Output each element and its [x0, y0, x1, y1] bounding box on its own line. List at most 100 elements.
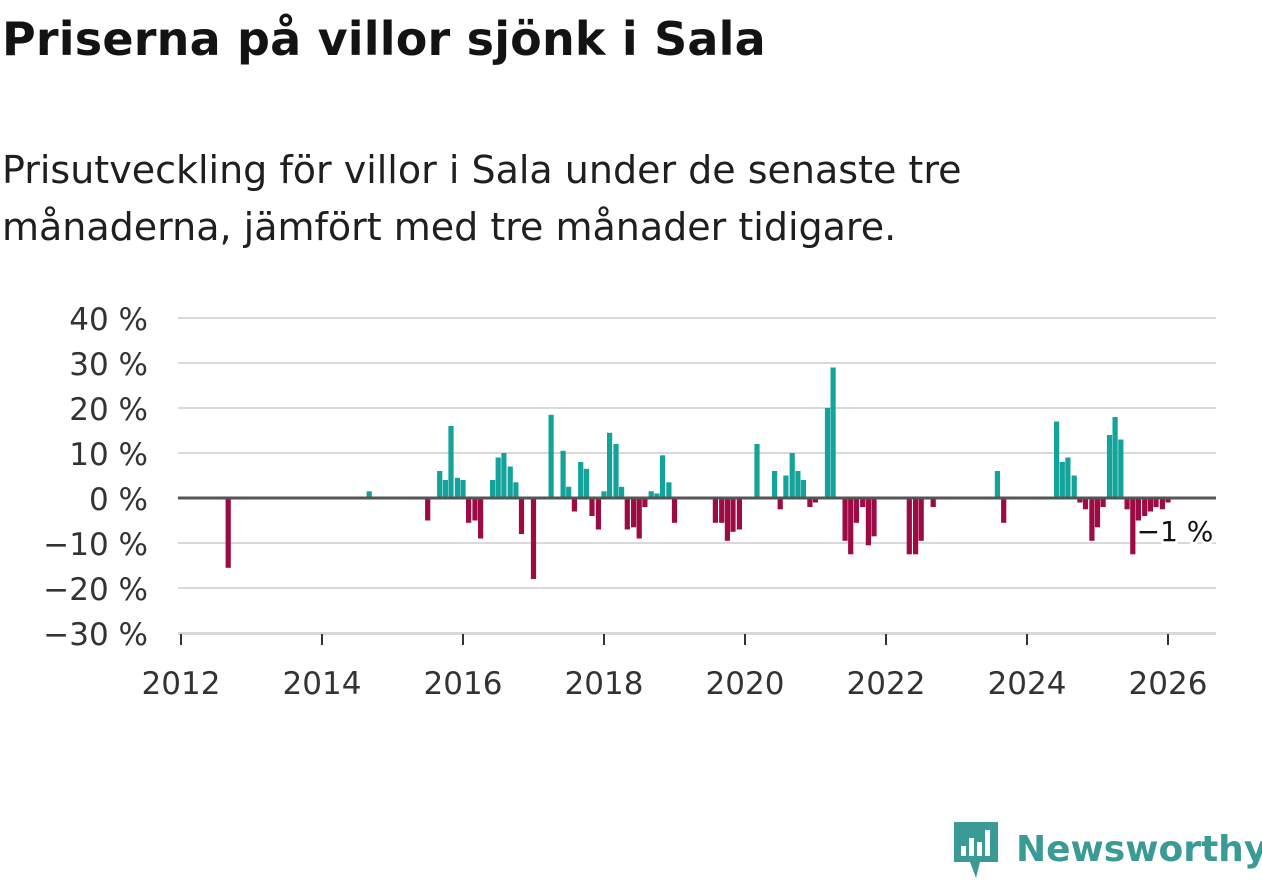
bar-negative — [425, 498, 431, 521]
bar-positive — [659, 455, 666, 499]
bar-negative — [1165, 498, 1171, 503]
y-tick-label: 10 % — [69, 437, 148, 473]
bar-positive — [442, 480, 448, 498]
bar-negative — [736, 498, 742, 530]
bar-positive — [1106, 435, 1113, 498]
y-tick-label: 40 % — [69, 302, 148, 338]
bar-chart-speech-bubble-icon — [954, 822, 998, 878]
page-title: Priserna på villor sjönk i Sala — [2, 12, 766, 66]
bar-positive — [601, 491, 607, 499]
bar-negative — [1147, 498, 1153, 512]
bar-negative — [730, 498, 736, 532]
bar-negative — [1077, 498, 1083, 503]
bar-positive — [560, 450, 566, 499]
bar-positive — [613, 444, 619, 498]
bar-negative — [1153, 498, 1159, 507]
bar-positive — [501, 453, 507, 498]
bar-negative — [848, 498, 854, 555]
bar-positive — [1071, 475, 1077, 498]
bar-negative — [671, 498, 678, 523]
bar-negative — [478, 498, 484, 539]
y-tick-label: 20 % — [69, 392, 148, 428]
bar-positive — [619, 486, 625, 499]
chart-subtitle: Prisutveckling för villor i Sala under d… — [2, 148, 962, 249]
brand-logo: Newsworthy — [950, 818, 1262, 880]
bar-positive — [1112, 417, 1118, 498]
bar-negative — [530, 498, 537, 579]
bar-positive — [800, 480, 807, 498]
x-tick-label: 2026 — [1129, 666, 1208, 702]
bar-positive — [495, 457, 501, 498]
x-tick-label: 2012 — [142, 666, 221, 702]
bar-positive — [654, 493, 660, 498]
brand-name: Newsworthy — [1016, 828, 1262, 870]
bar-negative — [1124, 498, 1130, 510]
bar-negative — [812, 498, 819, 503]
y-tick-label: −30 % — [43, 617, 148, 653]
bar-positive — [666, 482, 672, 499]
bar-negative — [906, 498, 912, 555]
bar-positive — [566, 486, 572, 499]
x-tick-label: 2024 — [988, 666, 1067, 702]
bar-positive — [507, 466, 513, 498]
bar-negative — [918, 498, 924, 541]
x-tick-label: 2020 — [706, 666, 785, 702]
bar-negative — [631, 498, 637, 528]
bar-negative — [712, 498, 718, 523]
bar-positive — [830, 367, 836, 498]
bar-positive — [754, 444, 760, 498]
bar-negative — [589, 498, 595, 516]
y-tick-label: −10 % — [43, 527, 148, 563]
x-axis: 2012 2014 2016 2018 2020 2022 2024 2026 — [142, 633, 1216, 702]
bar-negative — [719, 498, 725, 523]
bar-negative — [1001, 498, 1007, 523]
bar-positive — [1059, 462, 1065, 498]
bar-positive — [648, 491, 654, 499]
bar-positive — [548, 414, 554, 499]
bar-negative — [1130, 498, 1136, 555]
bar-positive — [578, 462, 584, 498]
bar-series — [225, 367, 1171, 579]
bar-negative — [1094, 498, 1101, 528]
bar-negative — [865, 498, 871, 546]
bar-positive — [789, 453, 795, 498]
bar-negative — [642, 498, 648, 507]
bar-negative — [472, 498, 478, 521]
bar-negative — [1159, 498, 1165, 510]
bar-positive — [772, 471, 778, 498]
bar-negative — [1142, 498, 1148, 516]
bar-positive — [366, 491, 372, 499]
bar-positive — [994, 471, 1000, 498]
bar-positive — [824, 408, 831, 498]
bar-negative — [1082, 498, 1089, 510]
bar-negative — [930, 498, 936, 507]
bar-positive — [437, 471, 443, 498]
y-tick-label: 0 % — [89, 482, 148, 518]
y-axis-tick-labels: 40 % 30 % 20 % 10 % 0 % −10 % −20 % −30 % — [43, 302, 148, 653]
x-tick-label: 2018 — [565, 666, 644, 702]
bar-positive — [490, 480, 496, 498]
bar-positive — [783, 475, 789, 498]
bar-positive — [1065, 457, 1071, 498]
bar-negative — [871, 498, 877, 537]
bar-negative — [842, 498, 848, 541]
bar-chart: 40 % 30 % 20 % 10 % 0 % −10 % −20 % −30 % 2012 2… — [43, 302, 1216, 702]
bar-negative — [571, 498, 577, 512]
bar-negative — [913, 498, 919, 555]
bar-negative — [860, 498, 866, 507]
y-tick-label: 30 % — [69, 347, 148, 383]
bar-positive — [460, 480, 466, 498]
x-tick-label: 2014 — [283, 666, 362, 702]
bar-negative — [777, 498, 783, 510]
bar-positive — [1118, 439, 1124, 498]
bar-negative — [1135, 498, 1141, 521]
bar-negative — [466, 498, 472, 523]
bar-negative — [595, 498, 601, 530]
y-tick-label: −20 % — [43, 572, 148, 608]
bar-positive — [583, 468, 589, 499]
bar-negative — [1089, 498, 1095, 541]
bar-positive — [795, 471, 801, 498]
x-tick-label: 2022 — [847, 666, 926, 702]
bar-negative — [636, 498, 642, 539]
bar-negative — [853, 498, 859, 523]
